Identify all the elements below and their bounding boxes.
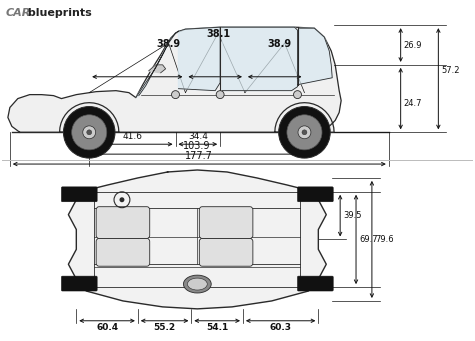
- Text: 103.9: 103.9: [183, 141, 210, 151]
- Circle shape: [120, 197, 124, 202]
- Text: 60.4: 60.4: [84, 234, 110, 244]
- Text: 57.2: 57.2: [441, 66, 460, 75]
- Polygon shape: [149, 65, 166, 73]
- Text: 54.1: 54.1: [206, 323, 228, 332]
- Ellipse shape: [188, 278, 207, 290]
- Circle shape: [64, 106, 115, 158]
- Polygon shape: [297, 28, 332, 85]
- Circle shape: [294, 91, 302, 99]
- Text: 34.4: 34.4: [188, 132, 208, 141]
- FancyBboxPatch shape: [297, 276, 333, 291]
- Text: 69.7: 69.7: [359, 235, 378, 244]
- Circle shape: [287, 115, 322, 150]
- FancyBboxPatch shape: [96, 207, 150, 238]
- Circle shape: [171, 91, 180, 99]
- Circle shape: [83, 126, 95, 139]
- Text: 26.9: 26.9: [404, 41, 422, 49]
- Polygon shape: [222, 27, 297, 91]
- Text: CAR: CAR: [6, 8, 31, 18]
- Text: 39.5: 39.5: [343, 211, 361, 220]
- Circle shape: [216, 91, 224, 99]
- Text: 60.3: 60.3: [270, 323, 292, 332]
- Polygon shape: [68, 170, 326, 309]
- Polygon shape: [8, 27, 341, 132]
- Text: 177.7: 177.7: [185, 151, 213, 161]
- FancyBboxPatch shape: [96, 238, 150, 266]
- FancyBboxPatch shape: [61, 187, 97, 202]
- FancyBboxPatch shape: [200, 238, 253, 266]
- Text: blueprints: blueprints: [24, 8, 92, 18]
- FancyBboxPatch shape: [297, 187, 333, 202]
- Text: 38.1: 38.1: [206, 29, 230, 39]
- Circle shape: [72, 115, 107, 150]
- Circle shape: [87, 130, 92, 135]
- Text: 38.9: 38.9: [156, 39, 180, 49]
- FancyBboxPatch shape: [200, 207, 253, 238]
- Text: 24.7: 24.7: [404, 99, 422, 108]
- Text: 41.6: 41.6: [123, 132, 142, 141]
- Text: 55.2: 55.2: [153, 323, 176, 332]
- Ellipse shape: [183, 275, 211, 293]
- Text: 38.9: 38.9: [267, 39, 292, 49]
- Text: 79.6: 79.6: [375, 235, 393, 244]
- FancyBboxPatch shape: [61, 276, 97, 291]
- Text: 60.4: 60.4: [96, 323, 118, 332]
- Circle shape: [279, 106, 330, 158]
- Circle shape: [298, 126, 311, 139]
- Circle shape: [302, 130, 307, 135]
- Polygon shape: [136, 31, 179, 98]
- Polygon shape: [179, 27, 220, 91]
